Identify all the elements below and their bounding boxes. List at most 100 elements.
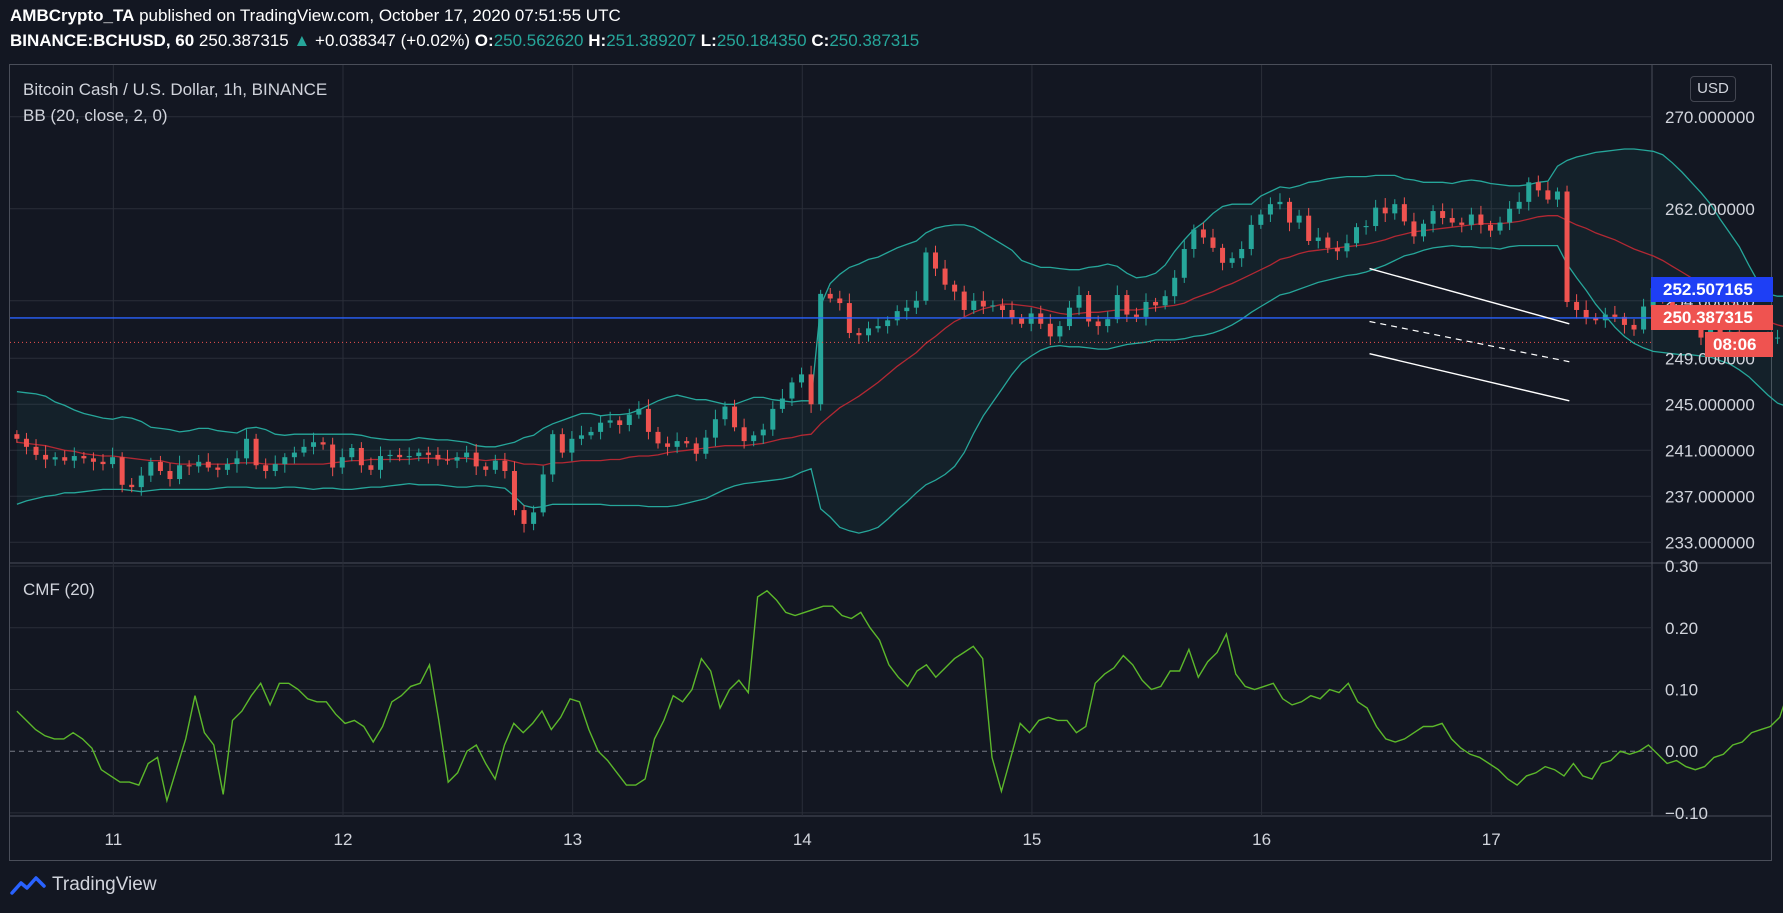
candle bbox=[674, 432, 680, 454]
currency-button[interactable]: USD bbox=[1690, 76, 1736, 102]
candle-body bbox=[722, 406, 728, 420]
candle-body bbox=[559, 434, 565, 453]
candle bbox=[693, 437, 699, 462]
candle-body bbox=[215, 467, 221, 470]
candle-body bbox=[1267, 204, 1273, 215]
candle bbox=[1105, 311, 1111, 333]
countdown-label: 08:06 bbox=[1705, 332, 1773, 357]
tradingview-logo[interactable]: TradingView bbox=[10, 874, 157, 896]
candle bbox=[1162, 290, 1168, 310]
candle bbox=[1401, 197, 1407, 226]
cmf-indicator-label[interactable]: CMF (20) bbox=[23, 580, 95, 599]
x-tick-label: 14 bbox=[793, 830, 812, 849]
candle bbox=[1086, 290, 1092, 327]
candle bbox=[827, 288, 833, 303]
candle-body bbox=[789, 382, 795, 399]
publisher-name[interactable]: AMBCrypto_TA bbox=[10, 6, 135, 25]
y-tick-label: 270.000000 bbox=[1665, 108, 1755, 127]
candle-body bbox=[894, 311, 900, 321]
candle-body bbox=[1095, 321, 1101, 327]
candle-body bbox=[1621, 316, 1627, 325]
candle bbox=[1574, 294, 1580, 319]
candle bbox=[952, 280, 958, 301]
candle bbox=[550, 430, 556, 482]
candle bbox=[186, 460, 192, 476]
chart-frame bbox=[9, 64, 1772, 861]
candle bbox=[1631, 319, 1637, 336]
candle-body bbox=[1325, 237, 1331, 248]
candle bbox=[339, 448, 345, 474]
candle bbox=[1200, 222, 1206, 244]
candle-body bbox=[1698, 322, 1704, 338]
candle bbox=[215, 463, 221, 478]
candle bbox=[913, 291, 919, 314]
published-text: published on TradingView.com, October 17… bbox=[139, 6, 621, 25]
candle-body bbox=[990, 305, 996, 307]
candle bbox=[712, 409, 718, 447]
candle-body bbox=[1191, 229, 1197, 250]
candle-body bbox=[282, 457, 288, 465]
x-tick-label: 11 bbox=[105, 830, 123, 849]
candle-body bbox=[1114, 295, 1120, 320]
candle bbox=[1382, 198, 1388, 222]
candle bbox=[626, 408, 632, 432]
candle-body bbox=[1105, 319, 1111, 327]
candle bbox=[1028, 307, 1034, 332]
channel-mid-line bbox=[1369, 320, 1570, 363]
candle bbox=[1019, 314, 1025, 328]
candle-body bbox=[23, 438, 29, 447]
candle bbox=[397, 448, 403, 462]
candle-body bbox=[913, 300, 919, 308]
candle-body bbox=[138, 475, 144, 488]
candle-body bbox=[1009, 309, 1015, 319]
candle-body bbox=[1019, 318, 1025, 324]
candle bbox=[856, 328, 862, 344]
candle-body bbox=[1066, 307, 1072, 327]
candle-body bbox=[464, 452, 470, 458]
candle bbox=[1507, 201, 1513, 231]
candle-body bbox=[1220, 247, 1226, 263]
candle bbox=[311, 432, 317, 455]
candle bbox=[1143, 293, 1149, 326]
candle-body bbox=[272, 464, 278, 471]
candle-body bbox=[52, 457, 58, 460]
candle-body bbox=[454, 457, 460, 461]
candle bbox=[1468, 207, 1474, 231]
candle-body bbox=[952, 284, 958, 292]
candle bbox=[837, 290, 843, 311]
candle bbox=[224, 458, 230, 476]
candle bbox=[71, 447, 77, 469]
candle-body bbox=[157, 461, 163, 471]
candle-body bbox=[1612, 314, 1618, 317]
candle-body bbox=[425, 452, 431, 455]
candle bbox=[90, 452, 96, 471]
candle-body bbox=[1057, 326, 1063, 337]
candle-body bbox=[837, 298, 843, 304]
bb-lower-line bbox=[16, 244, 1783, 534]
candle-body bbox=[1248, 224, 1254, 250]
low-label: L: bbox=[700, 31, 717, 50]
x-tick-label: 17 bbox=[1482, 830, 1501, 849]
candle-body bbox=[1133, 314, 1139, 317]
y-tick-label: 245.000000 bbox=[1665, 395, 1755, 414]
candle bbox=[253, 433, 259, 470]
candle bbox=[1449, 208, 1455, 227]
main-pane-title: Bitcoin Cash / U.S. Dollar, 1h, BINANCE bbox=[23, 80, 328, 99]
candle bbox=[789, 377, 795, 407]
candle bbox=[1287, 197, 1293, 232]
candle-body bbox=[540, 474, 546, 513]
bb-indicator-label[interactable]: BB (20, close, 2, 0) bbox=[23, 106, 168, 125]
candle bbox=[1172, 270, 1178, 304]
candle bbox=[492, 454, 498, 474]
candle bbox=[148, 457, 154, 482]
candle-body bbox=[1076, 295, 1082, 308]
x-tick-label: 15 bbox=[1022, 830, 1041, 849]
candle-body bbox=[626, 414, 632, 425]
candle bbox=[665, 436, 671, 456]
cmf-tick-label: 0.10 bbox=[1665, 681, 1698, 700]
candle bbox=[483, 462, 489, 477]
candle-body bbox=[1047, 323, 1053, 337]
candle bbox=[1459, 217, 1465, 233]
candle-body bbox=[483, 466, 489, 470]
